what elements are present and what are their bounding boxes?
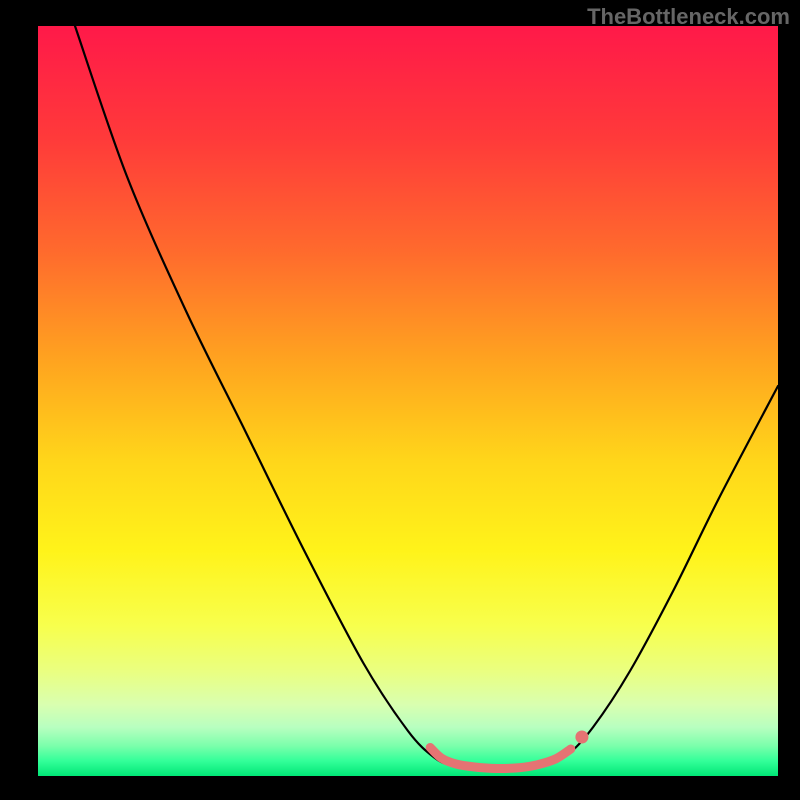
- plot-background: [38, 26, 778, 776]
- chart-svg: [0, 0, 800, 800]
- chart-frame: TheBottleneck.com: [0, 0, 800, 800]
- valley-end-dot: [575, 731, 588, 744]
- watermark-text: TheBottleneck.com: [587, 4, 790, 30]
